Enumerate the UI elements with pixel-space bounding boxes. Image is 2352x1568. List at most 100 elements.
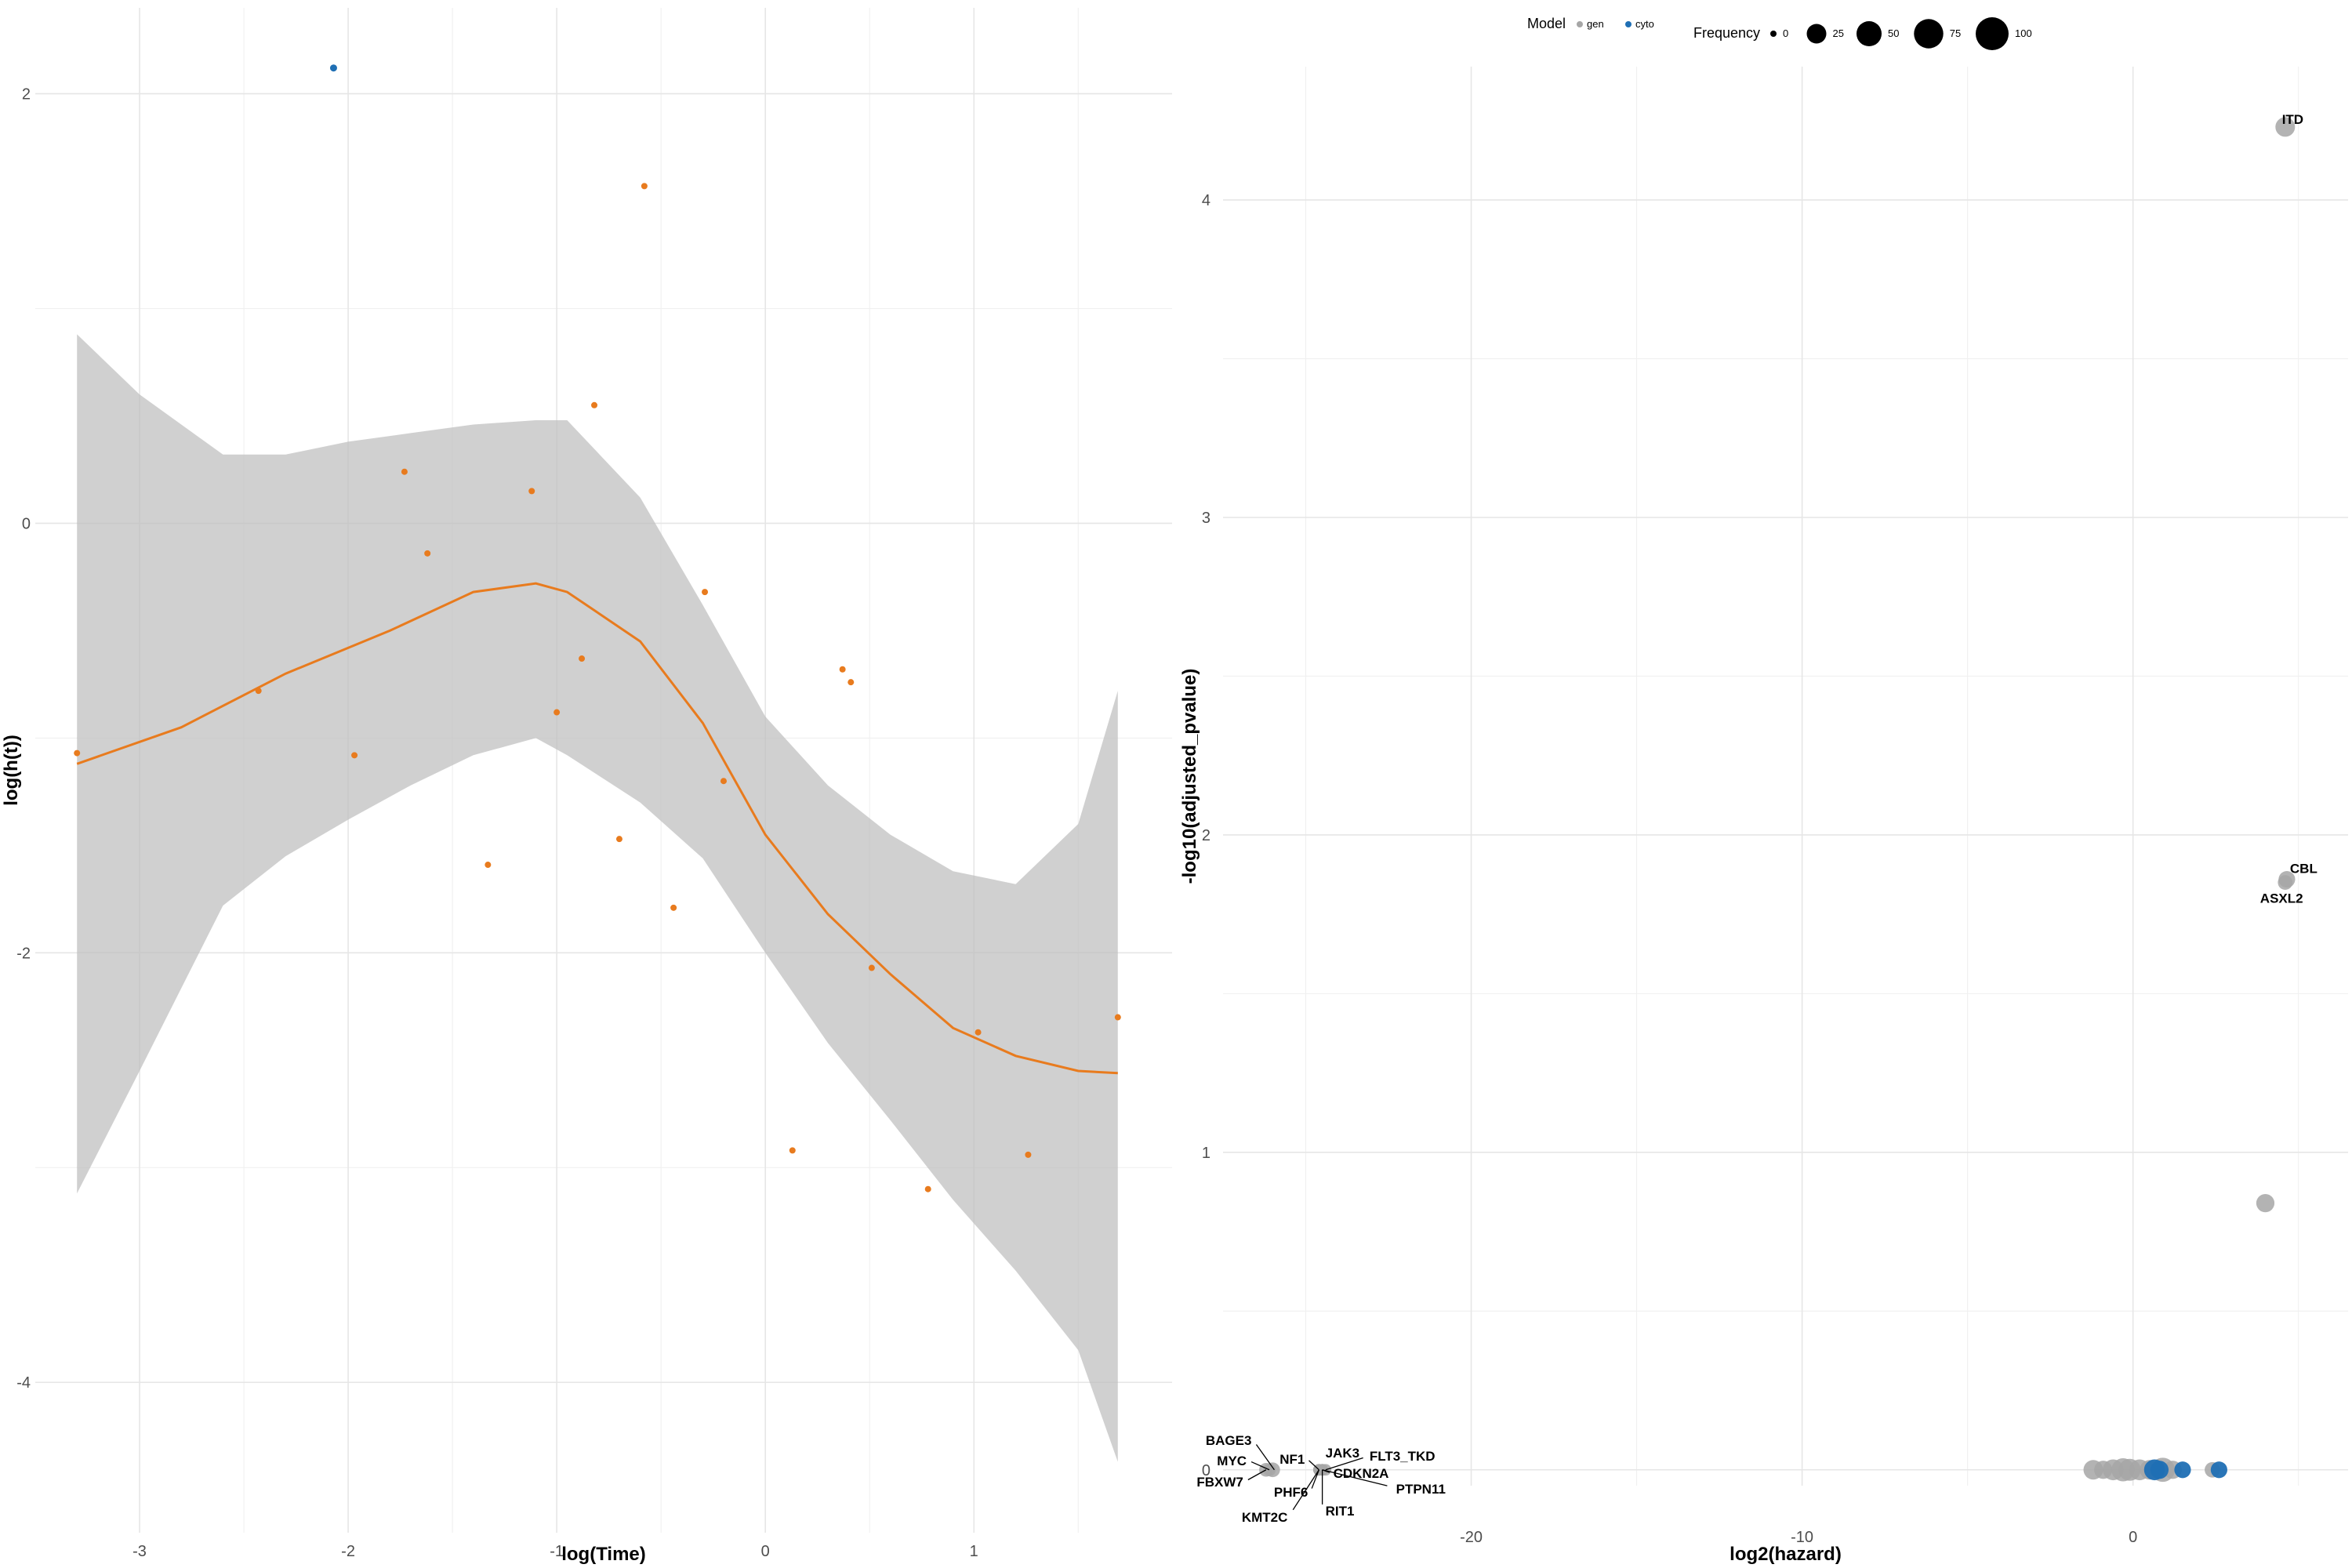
left-data-points xyxy=(74,64,1121,1192)
gene-label: JAK3 xyxy=(1326,1446,1359,1461)
legend-model-label: gen xyxy=(1587,18,1604,30)
legend-frequency-title: Frequency xyxy=(1693,25,1760,41)
gen-point xyxy=(2275,117,2296,137)
data-point xyxy=(670,904,677,911)
legend-frequency-swatch xyxy=(1914,19,1944,49)
data-point xyxy=(789,1147,796,1154)
right-x-tick-label: -10 xyxy=(1791,1529,1813,1546)
label-leader-line xyxy=(1325,1457,1363,1471)
hazard-smooth-plot: -3 -2 -1 0 1 -4 -2 0 2 log(Time) log(h(t)) xyxy=(1,8,1172,1565)
legend-frequency-label: 25 xyxy=(1833,27,1844,39)
gene-label: ITD xyxy=(2282,112,2303,127)
right-y-tick-label: 2 xyxy=(1202,827,1210,844)
gene-label: NF1 xyxy=(1279,1452,1305,1467)
legend-frequency-swatch xyxy=(1806,24,1827,44)
data-point xyxy=(975,1029,982,1036)
label-leader-line xyxy=(1255,1444,1275,1471)
left-tick-labels: -3 -2 -1 0 1 -4 -2 0 2 xyxy=(16,86,978,1560)
data-point xyxy=(1025,1151,1032,1158)
left-x-axis-title: log(Time) xyxy=(561,1544,646,1565)
left-x-tick-label: 1 xyxy=(970,1543,978,1560)
legend-frequency-swatch xyxy=(1976,17,2009,50)
data-point xyxy=(74,750,81,757)
right-y-tick-label: 3 xyxy=(1202,510,1210,527)
right-data-points xyxy=(1259,117,2296,1483)
right-tick-labels: -20 -10 0 0 1 2 3 4 xyxy=(1202,192,2137,1546)
gene-label: PTPN11 xyxy=(1396,1482,1446,1497)
cyto-point xyxy=(2174,1461,2191,1479)
right-y-axis-title: -log10(adjusted_pvalue) xyxy=(1179,669,1200,884)
left-x-tick-label: -1 xyxy=(550,1543,564,1560)
gene-label: BAGE3 xyxy=(1206,1433,1252,1448)
left-x-tick-label: -3 xyxy=(132,1543,147,1560)
data-point xyxy=(615,836,622,843)
data-point xyxy=(554,709,561,716)
label-leader-line xyxy=(1292,1469,1319,1511)
gene-label: PHF6 xyxy=(1274,1485,1308,1500)
data-point xyxy=(579,655,586,662)
left-y-tick-label: -4 xyxy=(16,1374,31,1392)
left-y-tick-label: -2 xyxy=(16,945,31,962)
gene-label: CBL xyxy=(2290,862,2318,877)
data-point xyxy=(528,488,535,495)
data-point xyxy=(720,778,727,785)
legend: Model gen cyto Frequency 0 25 50 75 100 xyxy=(1527,16,2032,50)
label-leader-line xyxy=(1311,1469,1320,1489)
gen-point xyxy=(2256,1194,2275,1213)
gene-labels: ITD CBL ASXL2 BAGE3 MYC FBXW7 NF1 JAK3 FLT3_TKD C… xyxy=(1196,112,2318,1525)
right-x-axis-title: log2(hazard) xyxy=(1730,1544,1842,1565)
smooth-line xyxy=(76,582,1118,1075)
gene-label: RIT1 xyxy=(1326,1504,1355,1519)
data-point xyxy=(924,1185,931,1192)
confidence-band xyxy=(77,334,1118,1462)
data-point xyxy=(702,589,709,596)
left-y-tick-label: 2 xyxy=(22,86,31,103)
gene-label: ASXL2 xyxy=(2260,891,2303,906)
data-point xyxy=(401,468,408,475)
legend-frequency-label: 50 xyxy=(1888,27,1899,39)
data-point xyxy=(641,183,648,190)
label-leader-line xyxy=(1250,1461,1270,1471)
data-point xyxy=(485,862,492,869)
confidence-band-area xyxy=(77,334,1118,1462)
label-leader-line xyxy=(1322,1469,1388,1486)
legend-frequency-entries: 0 25 50 75 100 xyxy=(1770,17,2032,50)
right-y-tick-label: 1 xyxy=(1202,1145,1210,1162)
cyto-point xyxy=(2150,1461,2169,1479)
right-y-tick-label: 0 xyxy=(1202,1462,1210,1479)
legend-model-label: cyto xyxy=(1635,18,1654,30)
legend-frequency-swatch xyxy=(1770,31,1777,37)
data-point xyxy=(1114,1014,1121,1021)
gene-label: CDKN2A xyxy=(1334,1466,1389,1481)
volcano-plot: ITD CBL ASXL2 BAGE3 MYC FBXW7 NF1 JAK3 FLT3_TKD C… xyxy=(1179,67,2348,1565)
legend-model-swatch xyxy=(1577,21,1583,27)
left-x-tick-label: -2 xyxy=(341,1543,355,1560)
legend-frequency-label: 100 xyxy=(2015,27,2032,39)
smooth-trend-line xyxy=(76,582,1118,1075)
cyto-point xyxy=(2210,1461,2227,1479)
gene-label: MYC xyxy=(1217,1454,1247,1468)
data-point xyxy=(868,964,875,971)
data-point xyxy=(839,666,846,673)
gene-label: FBXW7 xyxy=(1196,1475,1243,1490)
legend-model-swatch xyxy=(1625,21,1632,27)
data-point xyxy=(848,679,855,686)
left-y-axis-title: log(h(t)) xyxy=(1,735,22,806)
data-point xyxy=(255,688,262,695)
right-y-tick-label: 4 xyxy=(1202,192,1210,209)
legend-model-title: Model xyxy=(1527,16,1566,31)
legend-frequency-swatch xyxy=(1856,20,1882,47)
legend-model-entries: gen cyto xyxy=(1577,18,1654,30)
legend-frequency-label: 0 xyxy=(1783,27,1788,39)
legend-frequency-label: 75 xyxy=(1950,27,1961,39)
gene-label: KMT2C xyxy=(1242,1510,1288,1525)
gen-point xyxy=(2278,875,2293,891)
right-x-tick-label: 0 xyxy=(2129,1529,2137,1546)
left-x-tick-label: 0 xyxy=(761,1543,770,1560)
right-x-tick-label: -20 xyxy=(1460,1529,1483,1546)
label-leader-line xyxy=(1247,1469,1267,1481)
data-point xyxy=(424,550,431,557)
data-point xyxy=(591,401,598,408)
outlier-point xyxy=(329,64,337,72)
